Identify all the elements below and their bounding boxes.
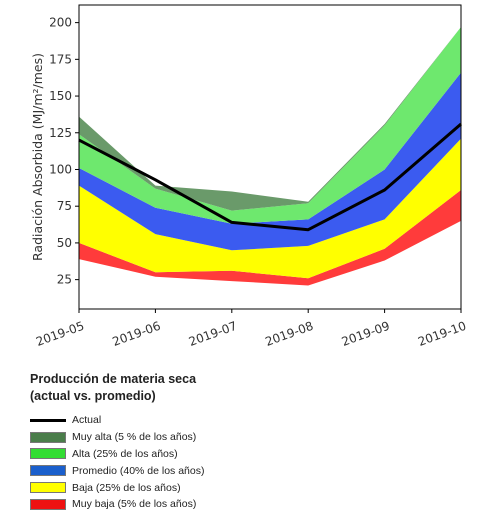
band-muy_baja [79,190,461,286]
legend-swatch-muy-alta [30,431,66,443]
legend-swatch-actual [30,418,66,422]
legend-item-baja: Baja (25% de los años) [30,479,360,496]
band-alta [79,27,461,224]
y-tick-label: 75 [57,199,72,213]
band-baja [79,138,461,279]
x-tick-label: 2019-10 [416,319,468,349]
x-axis: 2019-05 2019-06 2019-07 2019-08 2019-09 2019-… [34,309,468,349]
band-promedio [79,72,461,251]
plot-frame [78,4,462,310]
legend-title-line1: Producción de materia seca [30,372,197,386]
legend-title: Producción de materia seca (actual vs. p… [30,371,360,405]
legend-title-line2: (actual vs. promedio) [30,389,156,403]
y-tick-label: 150 [49,89,72,103]
x-tick-label: 2019-09 [340,319,392,349]
legend-label-alta: Alta (25% de los años) [72,447,178,460]
legend-label-promedio: Promedio (40% de los años) [72,464,205,477]
y-tick-label: 50 [57,236,72,250]
legend-item-actual: Actual [30,412,360,429]
x-tick-label: 2019-08 [263,319,315,349]
series-actual-line [78,122,462,232]
legend-label-muy-baja: Muy baja (5% de los años) [72,498,197,511]
bands-layer [79,27,461,286]
legend-item-muy-alta: Muy alta (5 % de los años) [30,429,360,446]
y-tick-label: 25 [57,273,72,287]
y-tick-label: 200 [49,16,72,30]
x-tick-label: 2019-05 [34,319,86,349]
y-tick-label: 125 [49,126,72,140]
legend-swatch-baja [30,482,66,494]
legend-label-baja: Baja (25% de los años) [72,481,181,494]
legend-swatch-muy-baja [30,498,66,510]
legend-item-promedio: Promedio (40% de los años) [30,462,360,479]
legend-item-alta: Alta (25% de los años) [30,446,360,463]
legend-swatch-alta [30,448,66,460]
legend: Producción de materia seca (actual vs. p… [30,371,360,513]
x-tick-label: 2019-07 [187,319,239,349]
legend-items: Actual Muy alta (5 % de los años) Alta (… [30,412,360,513]
legend-item-muy-baja: Muy baja (5% de los años) [30,496,360,513]
legend-label-actual: Actual [72,414,102,427]
y-axis-label: Radiación Absorbida (MJ/m²/mes) [30,53,45,261]
y-axis: 25 50 75 100 125 150 175 200 [49,16,79,287]
legend-label-muy-alta: Muy alta (5 % de los años) [72,431,197,444]
actual-line-layer [78,122,462,232]
x-tick-label: 2019-06 [111,319,163,349]
legend-swatch-promedio [30,465,66,477]
y-tick-label: 100 [49,162,72,176]
y-tick-label: 175 [49,52,72,66]
